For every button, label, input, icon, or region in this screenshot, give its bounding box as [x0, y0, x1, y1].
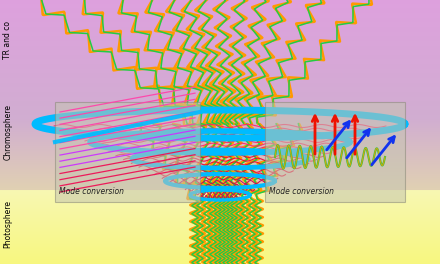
Text: Photosphere: Photosphere — [4, 200, 12, 248]
Text: TR and co: TR and co — [4, 21, 12, 59]
Text: Mode conversion: Mode conversion — [59, 187, 124, 196]
Bar — [55, 102, 200, 202]
Bar — [265, 102, 405, 202]
Text: Mode conversion: Mode conversion — [269, 187, 334, 196]
Text: Chromosphere: Chromosphere — [4, 104, 12, 160]
